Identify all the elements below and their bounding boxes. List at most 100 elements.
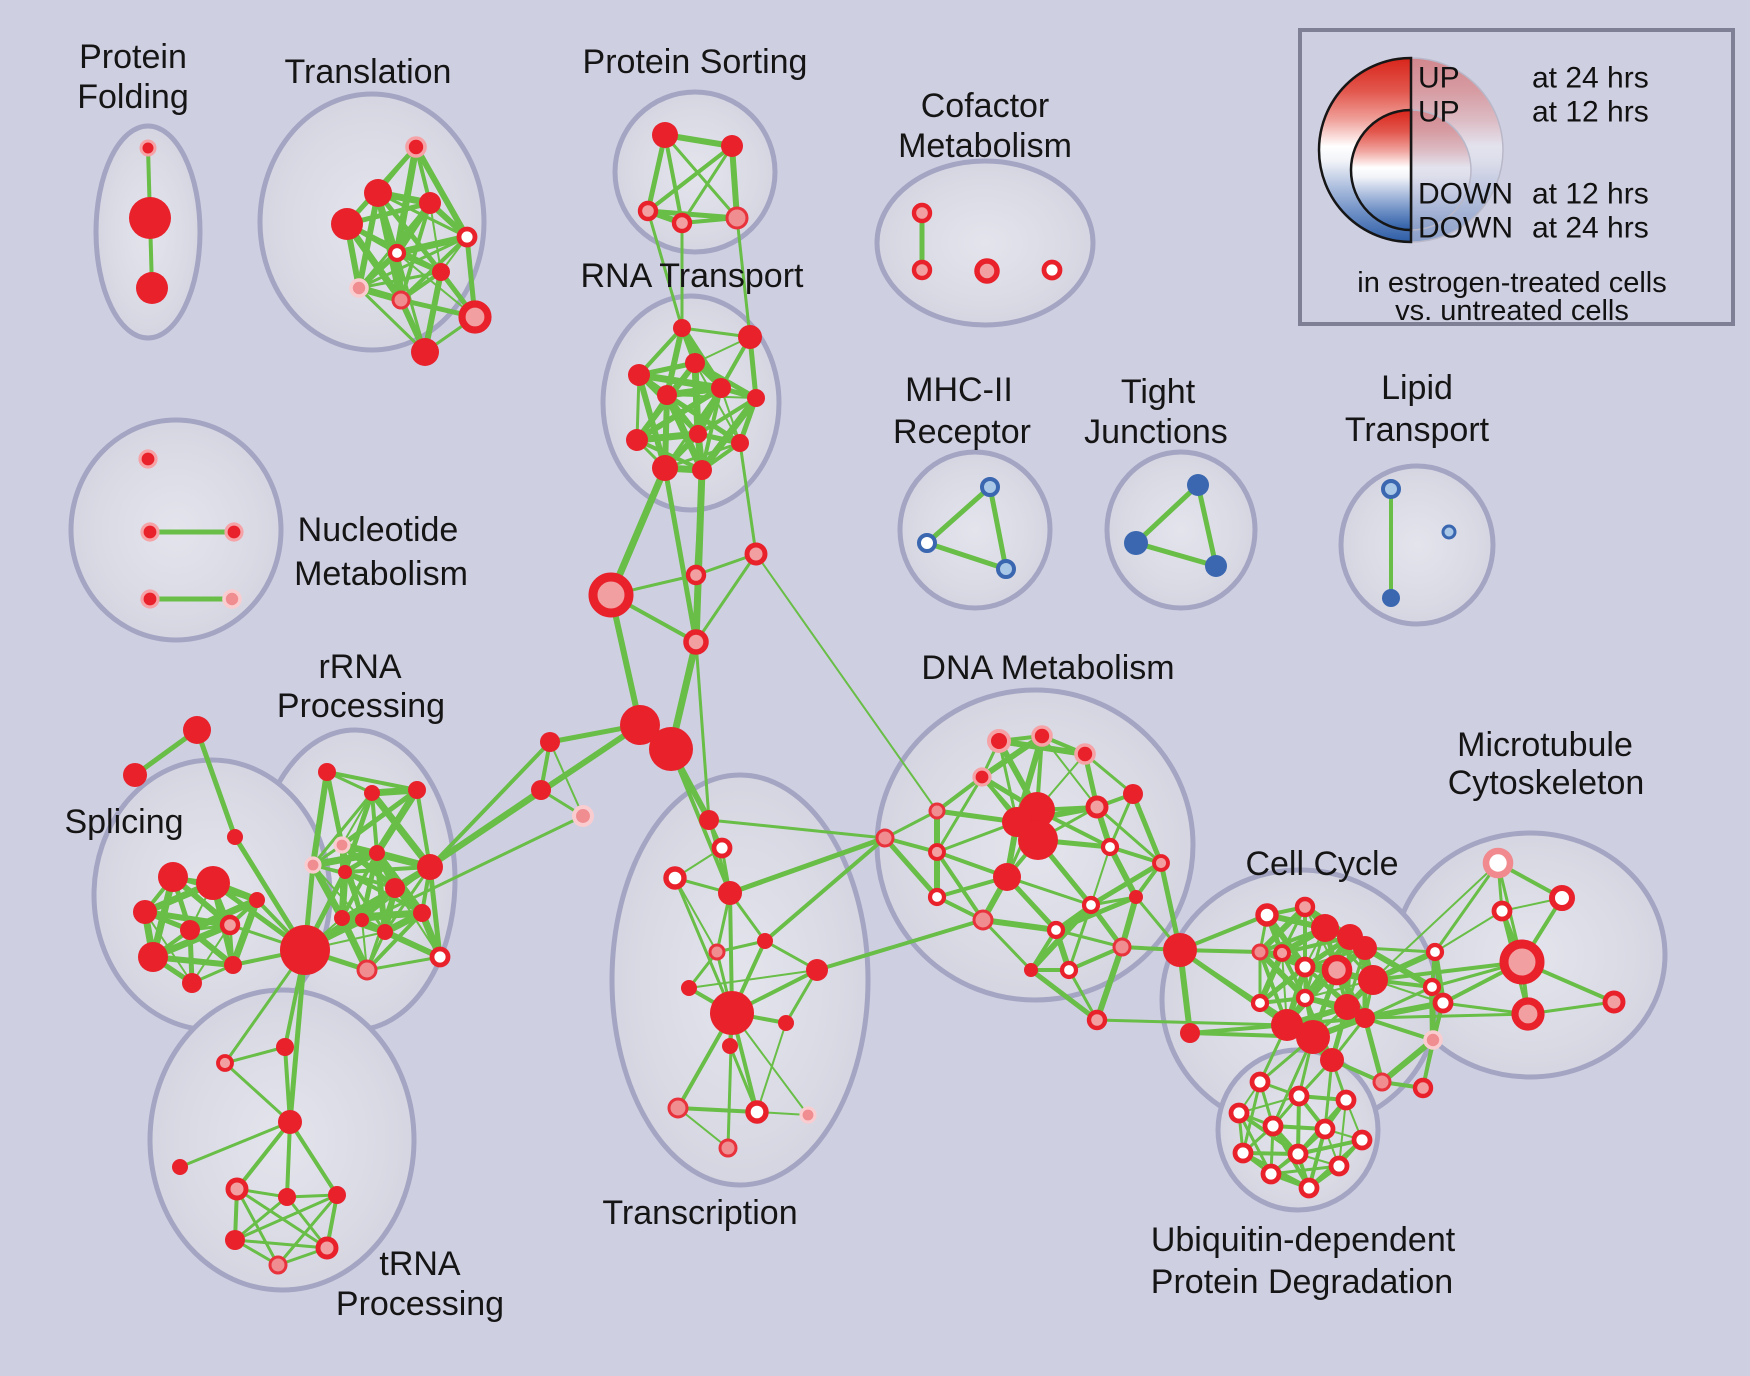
network-node-ubiquitin-degradation (1260, 1163, 1282, 1185)
network-edge (1257, 950, 1285, 1006)
network-node-translation (391, 290, 411, 310)
network-edge (1133, 482, 1201, 546)
network-edge (223, 1045, 287, 1065)
network-node-translation (405, 136, 427, 158)
network-node-protein-sorting (652, 122, 678, 148)
network-edge (428, 788, 543, 869)
network-edge (285, 1120, 292, 1199)
network-edge (980, 917, 1059, 933)
network-edge (707, 818, 887, 840)
network-node-rna-transport (673, 319, 691, 337)
network-node-transcription (799, 1106, 817, 1124)
cluster-ellipse-rna-transport (600, 293, 782, 513)
network-edge (325, 770, 419, 792)
network-node-splicing (219, 914, 241, 936)
network-node-nucleotide-metabolism (140, 589, 160, 609)
network-node-dna-metabolism (972, 767, 992, 787)
network-node-cell-cycle (1250, 993, 1270, 1013)
network-node-rrna-processing (377, 924, 393, 940)
network-node-translation (458, 300, 492, 334)
network-node-rrna-processing (385, 878, 405, 898)
network-edge (727, 835, 888, 896)
network-edge (303, 814, 585, 952)
network-edge (688, 969, 818, 989)
cluster-label-lipid-transport: Lipid (1381, 369, 1453, 407)
network-node-dna-metabolism (1129, 890, 1143, 904)
network-node-connectors (531, 780, 551, 800)
cluster-label-ubiquitin-degradation: Protein Degradation (1151, 1263, 1453, 1301)
cluster-label-mhc-ii-receptor: MHC-II (905, 371, 1013, 409)
network-node-rrna-processing (355, 913, 369, 927)
network-node-protein-sorting (721, 135, 743, 157)
network-edge (924, 540, 1009, 572)
network-node-cell-cycle (1422, 977, 1442, 997)
network-node-rna-transport (652, 455, 678, 481)
network-node-rrna-processing (413, 904, 431, 922)
network-node-cell-cycle (1255, 903, 1279, 927)
network-node-trna-processing (225, 1230, 245, 1250)
network-node-nucleotide-metabolism (222, 589, 242, 609)
network-node-transcription (778, 1015, 794, 1031)
network-node-transcription (718, 1138, 738, 1158)
network-edge (1067, 945, 1124, 972)
network-node-rrna-processing (334, 910, 350, 926)
network-node-translation (349, 278, 369, 298)
network-node-protein-folding (136, 272, 168, 304)
network-node-cell-cycle (1412, 1077, 1434, 1099)
network-edge (1363, 1012, 1530, 1020)
network-node-rrna-processing (333, 836, 351, 854)
network-node-trna-processing (278, 1188, 296, 1206)
network-node-ubiquitin-degradation (1262, 1115, 1284, 1137)
network-node-cell-cycle (1294, 956, 1316, 978)
network-node-dna-metabolism (1152, 854, 1170, 872)
network-node-ubiquitin-degradation (1228, 1102, 1250, 1124)
network-edge (726, 1011, 734, 1150)
network-node-rrna-processing (364, 785, 380, 801)
network-node-transcription (745, 1100, 769, 1124)
network-node-dna-metabolism (1059, 960, 1079, 980)
network-node-cell-cycle (1358, 965, 1388, 995)
cluster-label-splicing: Splicing (64, 803, 183, 841)
network-edge (935, 850, 985, 922)
network-node-dna-metabolism (1074, 743, 1096, 765)
network-node-dna-metabolism (927, 887, 947, 907)
network-node-splicing (158, 862, 188, 892)
network-node-cofactor-metabolism (974, 258, 1000, 284)
network-node-trna-processing (315, 1236, 339, 1260)
network-node-tight-junctions (1205, 555, 1227, 577)
network-node-rrna-processing (417, 854, 443, 880)
network-node-dna-metabolism (1081, 895, 1101, 915)
network-edge (663, 441, 742, 470)
network-node-cell-cycle (1273, 944, 1291, 962)
network-node-trna-processing (268, 1255, 288, 1275)
network-node-translation (331, 208, 363, 240)
cluster-label-cofactor-metabolism: Cofactor (921, 87, 1050, 125)
network-node-microtubule-cytoskeleton (1491, 900, 1513, 922)
network-node-dna-metabolism (1046, 920, 1066, 940)
network-edge (979, 733, 1045, 780)
network-node-cofactor-metabolism (911, 259, 933, 281)
network-node-protein-sorting (725, 206, 749, 230)
network-edge (235, 1120, 292, 1191)
network-node-dna-metabolism (972, 909, 994, 931)
network-edge (1363, 1016, 1435, 1042)
network-edge (287, 947, 308, 1125)
network-node-dna-metabolism (928, 843, 946, 861)
network-node-cell-cycle (1353, 936, 1377, 960)
network-edge (1372, 862, 1499, 981)
network-node-dna-metabolism (1086, 1009, 1108, 1031)
cluster-label-translation: Translation (285, 53, 452, 91)
network-node-rna-transport (747, 389, 765, 407)
legend-time-label-1: at 12 hrs (1532, 96, 1649, 129)
network-node-ubiquitin-degradation (1288, 1085, 1310, 1107)
cluster-label-lipid-transport: Transport (1345, 411, 1490, 449)
node-layer (123, 122, 1626, 1275)
network-node-splicing (224, 956, 242, 974)
network-edge (677, 1107, 729, 1149)
network-node-transcription (711, 837, 733, 859)
cluster-label-microtubule-cytoskeleton: Cytoskeleton (1448, 764, 1645, 802)
network-edge (310, 769, 330, 868)
network-edge (343, 865, 432, 874)
network-node-nucleotide-metabolism (138, 449, 158, 469)
